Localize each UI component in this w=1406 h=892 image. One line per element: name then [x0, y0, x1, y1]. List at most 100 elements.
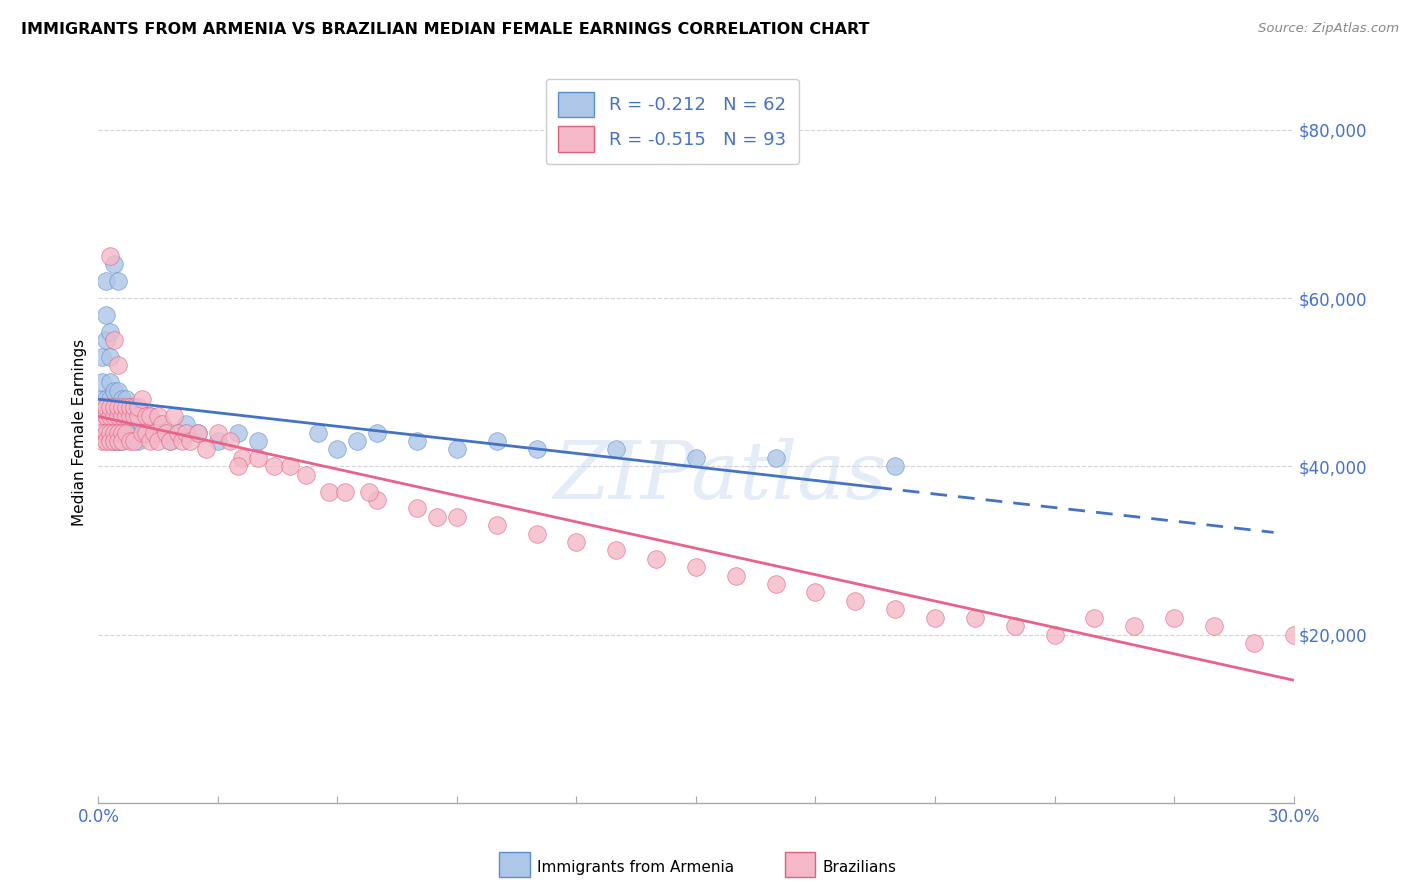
Point: [96, 308, 118, 322]
Point: [115, 409, 138, 423]
Point: [150, 425, 173, 440]
Point: [1083, 610, 1105, 624]
Point: [103, 333, 125, 347]
Point: [96, 333, 118, 347]
Point: [120, 409, 142, 423]
Point: [155, 425, 177, 440]
Point: [103, 384, 125, 398]
Point: [174, 417, 197, 432]
Point: [231, 450, 253, 465]
Point: [111, 409, 134, 423]
Point: [120, 401, 142, 415]
Point: [143, 425, 166, 440]
Point: [91, 401, 114, 415]
Point: [1243, 636, 1265, 650]
Point: [91, 434, 114, 448]
Point: [107, 359, 129, 373]
Point: [111, 401, 134, 415]
Point: [1282, 627, 1305, 641]
Point: [131, 392, 153, 406]
Point: [226, 459, 249, 474]
Point: [127, 409, 149, 423]
Point: [148, 409, 170, 423]
Point: [96, 409, 118, 423]
Point: [278, 459, 301, 474]
Point: [326, 442, 349, 457]
Point: [219, 434, 242, 448]
Point: [103, 401, 125, 415]
Point: [98, 425, 122, 440]
Point: [98, 401, 122, 415]
Point: [139, 434, 162, 448]
Point: [107, 274, 129, 288]
Point: [1202, 619, 1225, 633]
Point: [103, 434, 125, 448]
Text: Brazilians: Brazilians: [823, 860, 897, 874]
Point: [124, 401, 146, 415]
Point: [148, 434, 170, 448]
Point: [111, 434, 134, 448]
Point: [346, 434, 368, 448]
Point: [366, 425, 388, 440]
Point: [103, 434, 125, 448]
Point: [96, 392, 118, 406]
Point: [115, 409, 138, 423]
Point: [103, 257, 125, 271]
Point: [174, 425, 197, 440]
Text: Source: ZipAtlas.com: Source: ZipAtlas.com: [1258, 22, 1399, 36]
Point: [115, 401, 138, 415]
Point: [98, 409, 122, 423]
Point: [1163, 610, 1185, 624]
Point: [226, 425, 249, 440]
Point: [804, 585, 827, 599]
Point: [294, 467, 316, 482]
Point: [98, 325, 122, 339]
Point: [96, 409, 118, 423]
Point: [1043, 627, 1066, 641]
Point: [111, 417, 134, 432]
Point: [1123, 619, 1146, 633]
Point: [485, 518, 508, 533]
Text: Immigrants from Armenia: Immigrants from Armenia: [537, 860, 734, 874]
Point: [724, 568, 747, 582]
Point: [120, 401, 142, 415]
Point: [884, 459, 907, 474]
Point: [91, 409, 114, 423]
Point: [765, 450, 787, 465]
Point: [765, 577, 787, 591]
Point: [91, 375, 114, 389]
Point: [91, 392, 114, 406]
Point: [111, 425, 134, 440]
Point: [195, 442, 218, 457]
Point: [124, 409, 146, 423]
Point: [187, 425, 209, 440]
Point: [107, 401, 129, 415]
Point: [98, 249, 122, 263]
Point: [446, 442, 468, 457]
Point: [685, 450, 707, 465]
Point: [103, 425, 125, 440]
Point: [366, 492, 388, 507]
Point: [107, 425, 129, 440]
Point: [115, 392, 138, 406]
Point: [844, 594, 866, 608]
Point: [107, 384, 129, 398]
Point: [179, 434, 201, 448]
Point: [150, 417, 173, 432]
Point: [143, 425, 166, 440]
Point: [318, 484, 340, 499]
Point: [124, 401, 146, 415]
Point: [359, 484, 381, 499]
Point: [98, 434, 122, 448]
Point: [207, 425, 229, 440]
Point: [124, 434, 146, 448]
Point: [107, 401, 129, 415]
Point: [107, 417, 129, 432]
Point: [167, 425, 190, 440]
Point: [963, 610, 986, 624]
Point: [565, 535, 588, 549]
Point: [924, 610, 946, 624]
Point: [127, 434, 149, 448]
Point: [526, 526, 548, 541]
Point: [167, 425, 190, 440]
